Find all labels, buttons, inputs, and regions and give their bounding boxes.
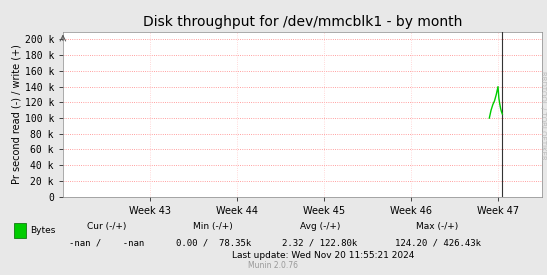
Text: 0.00 /  78.35k: 0.00 / 78.35k (176, 239, 251, 248)
Title: Disk throughput for /dev/mmcblk1 - by month: Disk throughput for /dev/mmcblk1 - by mo… (143, 15, 462, 29)
Y-axis label: Pr second read (-) / write (+): Pr second read (-) / write (+) (11, 44, 22, 184)
Text: 2.32 / 122.80k: 2.32 / 122.80k (282, 239, 358, 248)
Text: Max (-/+): Max (-/+) (416, 222, 459, 231)
Text: 124.20 / 426.43k: 124.20 / 426.43k (394, 239, 481, 248)
Text: Cur (-/+): Cur (-/+) (87, 222, 126, 231)
Text: Min (-/+): Min (-/+) (194, 222, 233, 231)
Text: Munin 2.0.76: Munin 2.0.76 (248, 261, 299, 270)
Text: Bytes: Bytes (30, 226, 55, 235)
Text: -nan /    -nan: -nan / -nan (69, 239, 144, 248)
Text: RRDTOOL / TOBI OETIKER: RRDTOOL / TOBI OETIKER (540, 71, 546, 160)
Text: Avg (-/+): Avg (-/+) (300, 222, 340, 231)
Text: Last update: Wed Nov 20 11:55:21 2024: Last update: Wed Nov 20 11:55:21 2024 (231, 251, 414, 260)
